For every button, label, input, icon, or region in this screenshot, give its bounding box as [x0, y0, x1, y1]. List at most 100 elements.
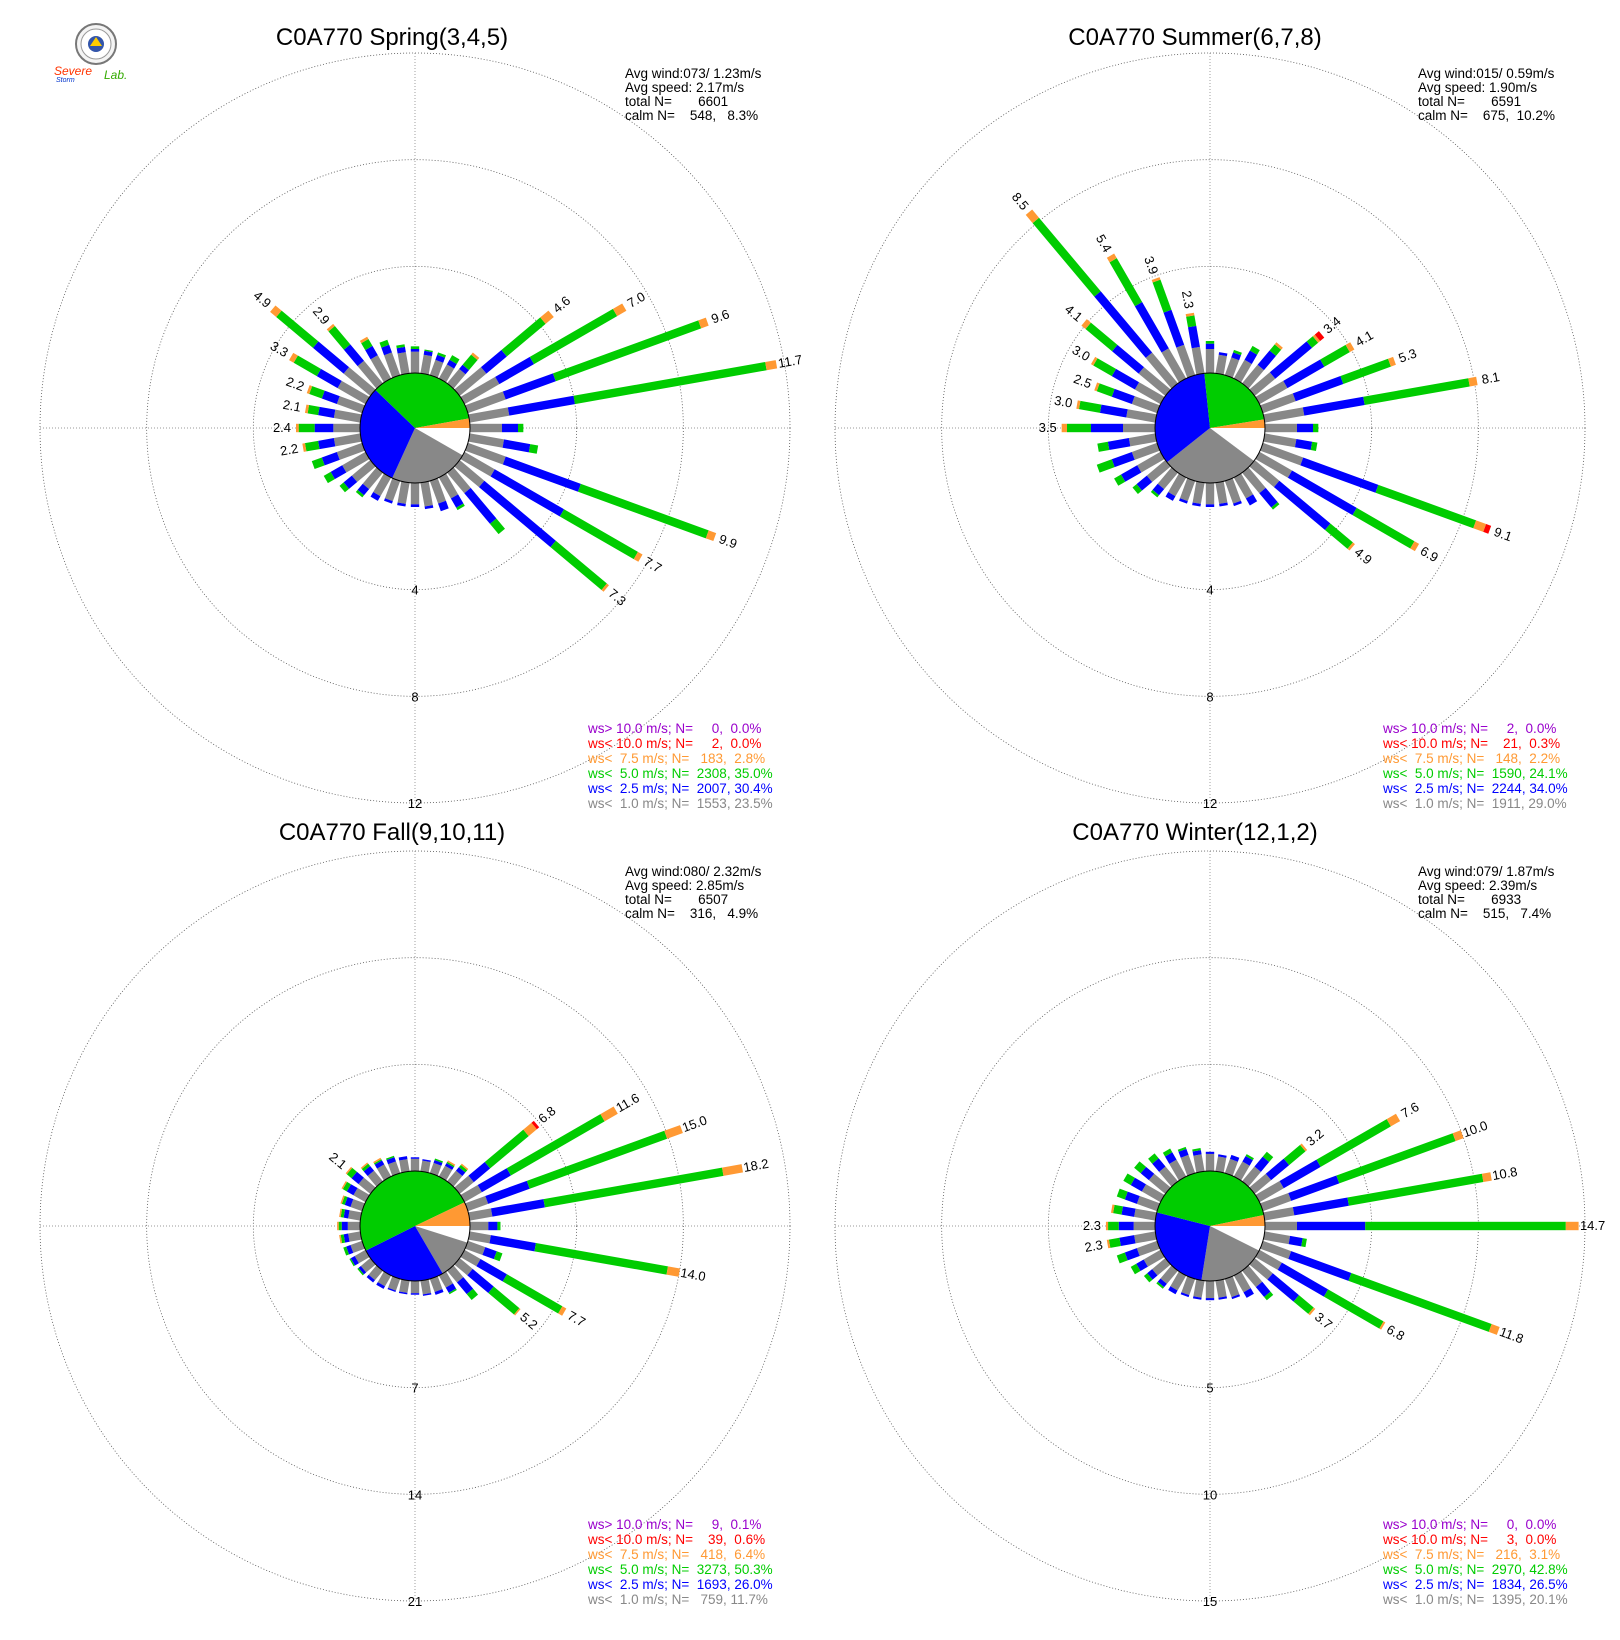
bar-label: 11.6	[613, 1090, 642, 1115]
bar-segment	[1215, 1156, 1227, 1173]
bar-segment	[1205, 341, 1215, 344]
direction-bar	[1192, 1279, 1205, 1300]
bar-segment	[1388, 356, 1396, 367]
bar-segment	[1090, 356, 1098, 366]
bar-segment	[506, 1114, 605, 1176]
ring-label: 5	[1206, 1381, 1213, 1396]
bar-segment	[354, 1249, 370, 1264]
bar-segment	[1128, 433, 1157, 447]
direction-bar	[465, 1240, 503, 1262]
bar-segment	[447, 368, 466, 389]
bar-label: 3.7	[1312, 1309, 1335, 1332]
grid-ring	[941, 159, 1479, 697]
bar-segment	[429, 478, 446, 504]
bar-label: 4.9	[251, 288, 274, 311]
direction-bar	[360, 1162, 383, 1187]
bar-segment	[482, 1247, 497, 1260]
direction-bar	[438, 355, 460, 383]
bar-segment	[337, 380, 370, 405]
bar-segment	[314, 423, 334, 433]
bar-segment	[1192, 1296, 1202, 1300]
bar-label: 7.7	[641, 554, 664, 576]
bar-segment	[495, 356, 535, 385]
bar-label: 2.1	[326, 1149, 349, 1172]
bar-segment	[502, 439, 531, 453]
bar-segment	[455, 1167, 466, 1177]
bar-segment	[1260, 442, 1304, 466]
bar-label: 9.1	[1492, 524, 1514, 544]
bar-segment	[396, 346, 406, 354]
bar-label: 2.2	[284, 374, 306, 394]
bar-segment	[1233, 1271, 1251, 1293]
bar-segment	[1242, 1166, 1261, 1187]
bar-label: 2.4	[273, 420, 291, 435]
bar-segment	[1078, 400, 1102, 413]
bar-segment	[502, 373, 556, 400]
direction-bar	[465, 442, 717, 542]
direction-bar	[1242, 1265, 1274, 1301]
bar-segment	[438, 500, 449, 512]
bar-segment	[1297, 423, 1313, 433]
direction-bar	[460, 451, 643, 562]
direction-bar	[1233, 1271, 1254, 1298]
direction-bar	[1263, 433, 1318, 451]
bar-segment	[462, 354, 478, 371]
bar-segment	[705, 530, 717, 542]
bar-segment	[1136, 1240, 1160, 1257]
bar-label: 3.5	[1039, 420, 1057, 435]
bar-segment	[1205, 343, 1215, 349]
bar-segment	[321, 390, 340, 405]
bar-segment	[370, 355, 392, 383]
bar-segment	[1148, 1153, 1159, 1164]
bar-segment	[346, 1167, 357, 1179]
direction-bar	[339, 1208, 362, 1221]
bar-segment	[1136, 1195, 1160, 1212]
bar-label: 18.2	[742, 1156, 770, 1175]
bar-segment	[341, 1181, 348, 1190]
bar-segment	[454, 460, 485, 488]
bar-segment	[1119, 1235, 1136, 1246]
bar-segment	[410, 351, 420, 373]
bar-segment	[326, 323, 335, 332]
direction-bar	[398, 1279, 410, 1295]
bar-segment	[469, 1221, 489, 1231]
bar-segment	[1243, 1288, 1254, 1298]
direction-bar	[1179, 478, 1196, 504]
direction-bar	[465, 317, 709, 414]
bar-segment	[1323, 1289, 1384, 1329]
bar-segment	[1231, 352, 1241, 361]
bar-segment	[601, 583, 609, 592]
bar-label: 3.0	[1070, 342, 1093, 364]
bar-segment	[1157, 1278, 1167, 1288]
bar-segment	[339, 1208, 343, 1218]
bar-segment	[367, 1170, 383, 1187]
bar-segment	[573, 361, 767, 405]
direction-bar	[429, 1158, 443, 1176]
direction-bar	[1151, 277, 1196, 378]
direction-bar	[370, 473, 392, 501]
pie-slice	[415, 1226, 471, 1243]
direction-bar	[1242, 467, 1280, 510]
bar-segment	[1162, 1148, 1173, 1157]
pie-outline	[1154, 372, 1266, 484]
bar-segment	[1233, 473, 1254, 499]
direction-bar	[1233, 1154, 1254, 1181]
bar-segment	[345, 1166, 353, 1175]
bar-segment	[361, 339, 373, 351]
bar-segment	[381, 344, 392, 356]
bar-segment	[410, 1158, 420, 1171]
bar-segment	[476, 1259, 507, 1282]
bar-segment	[1191, 346, 1205, 375]
bar-segment	[1314, 331, 1325, 342]
bar-segment	[1313, 423, 1319, 433]
bar-segment	[1179, 498, 1188, 504]
bar-segment	[502, 456, 581, 492]
svg-text:Lab.: Lab.	[104, 68, 127, 82]
bar-segment	[459, 364, 469, 375]
bar-segment	[377, 1271, 392, 1287]
bar-segment	[339, 482, 350, 493]
bar-segment	[410, 1293, 420, 1295]
direction-bar	[1148, 1153, 1178, 1187]
pie-slice	[1210, 419, 1265, 428]
bar-segment	[444, 1163, 454, 1170]
